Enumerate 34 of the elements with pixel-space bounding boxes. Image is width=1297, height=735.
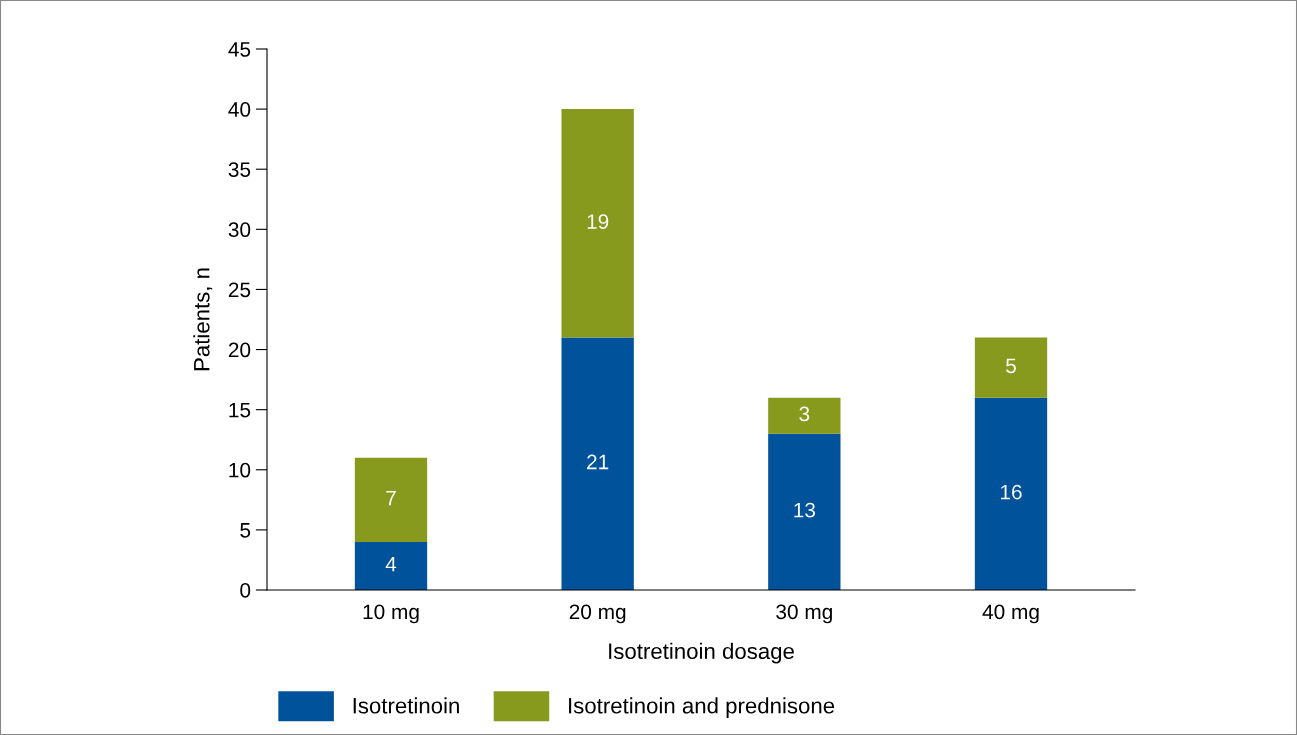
legend-label: Isotretinoin <box>353 697 459 714</box>
data-label: 7 <box>386 490 396 506</box>
bar <box>354 541 428 590</box>
y-tick-label: 15 <box>229 402 251 418</box>
bar <box>354 457 428 542</box>
x-tick-label: 30 mg <box>776 604 832 624</box>
data-label: 16 <box>1001 484 1022 500</box>
data-label: 21 <box>587 454 609 470</box>
x-tick-label: 20 mg <box>569 604 626 624</box>
x-tick-label: 40 mg <box>982 604 1039 624</box>
y-tick-label: 25 <box>228 282 251 298</box>
bar <box>768 397 841 434</box>
bar <box>561 109 634 338</box>
y-tick-label: 0 <box>240 583 251 598</box>
bar <box>561 337 634 590</box>
y-axis-title: Patients, n <box>193 268 213 371</box>
data-label: 19 <box>587 214 609 229</box>
y-tick-label: 5 <box>240 523 251 538</box>
data-label: 4 <box>385 557 397 572</box>
data-label: 5 <box>1006 358 1016 374</box>
bar <box>768 433 841 590</box>
x-axis-title: Isotretinoin dosage <box>609 642 794 664</box>
y-tick-label: 30 <box>228 222 251 238</box>
y-tick-label: 40 <box>228 102 251 117</box>
legend-label: Isotretinoin and prednisone <box>569 697 835 718</box>
x-tick-label: 10 mg <box>363 604 419 624</box>
y-tick-label: 45 <box>228 42 251 57</box>
bar <box>974 337 1048 398</box>
data-label: 3 <box>799 406 810 422</box>
bar <box>974 397 1048 590</box>
data-label: 13 <box>794 502 816 518</box>
y-tick-label: 20 <box>228 342 251 358</box>
y-tick-label: 10 <box>229 462 251 478</box>
y-tick-label: 35 <box>228 162 251 177</box>
